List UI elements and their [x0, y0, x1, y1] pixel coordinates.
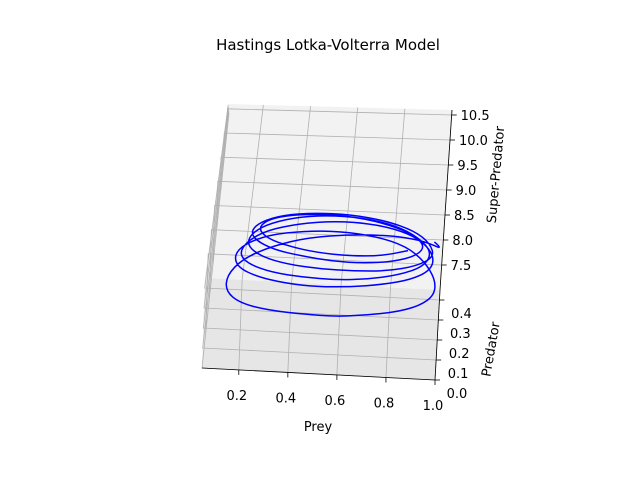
y-tick-labels: 0.0 0.1 0.2 0.3 0.4 — [435, 299, 472, 402]
x-gridline — [287, 106, 311, 373]
x-tick-labels: 0.2 0.4 0.6 0.8 1.0 — [226, 369, 444, 414]
z-gridline — [223, 132, 451, 156]
y-tick-label: 0.3 — [450, 327, 471, 342]
y-tick-label: 0.1 — [448, 367, 469, 382]
x-tick-label: 0.4 — [275, 391, 296, 406]
z-tick-labels: 7.5 8.0 8.5 9.0 9.5 10.0 10.5 — [441, 109, 490, 274]
y-gridline — [202, 110, 437, 361]
y-tick-label: 0.2 — [449, 347, 470, 362]
y-gridline — [204, 104, 440, 301]
z-gridline — [205, 253, 442, 333]
z-tick-label: 10.0 — [459, 134, 488, 149]
x-gridline — [385, 108, 406, 378]
data-series — [225, 212, 440, 317]
x-gridline — [336, 107, 359, 375]
y-gridline — [202, 108, 438, 341]
y-tick-label: 0.4 — [451, 307, 472, 322]
x-gridline — [238, 104, 264, 370]
back-pane — [205, 104, 452, 290]
z-tick-label: 8.0 — [452, 234, 473, 249]
floor-pane — [202, 278, 440, 380]
y-tick-label: 0.0 — [447, 387, 468, 402]
z-axis-label: Super-Predator — [485, 125, 508, 224]
z-tick-label: 10.5 — [461, 109, 490, 124]
x-tick-label: 0.6 — [325, 394, 346, 409]
chart-title: Hastings Lotka-Volterra Model — [216, 36, 440, 54]
z-tick-label: 8.5 — [454, 209, 475, 224]
z-tick-label: 9.0 — [456, 184, 477, 199]
x-tick-label: 1.0 — [423, 399, 444, 414]
x-axis-line — [201, 367, 436, 381]
y-axis-line — [434, 289, 441, 381]
z-gridline — [216, 180, 447, 227]
z-tick-label: 7.5 — [451, 259, 472, 274]
x-tick-label: 0.2 — [226, 389, 247, 404]
x-tick-label: 0.8 — [374, 396, 395, 411]
z-tick-label: 9.5 — [457, 159, 478, 174]
x-axis-label: Prey — [304, 420, 333, 435]
y-axis-label: Predator — [479, 320, 503, 378]
z-gridline — [212, 205, 446, 262]
z-gridline — [209, 229, 444, 298]
z-gridline — [220, 156, 449, 191]
z-gridline — [226, 108, 452, 121]
trajectory-line — [225, 212, 440, 317]
